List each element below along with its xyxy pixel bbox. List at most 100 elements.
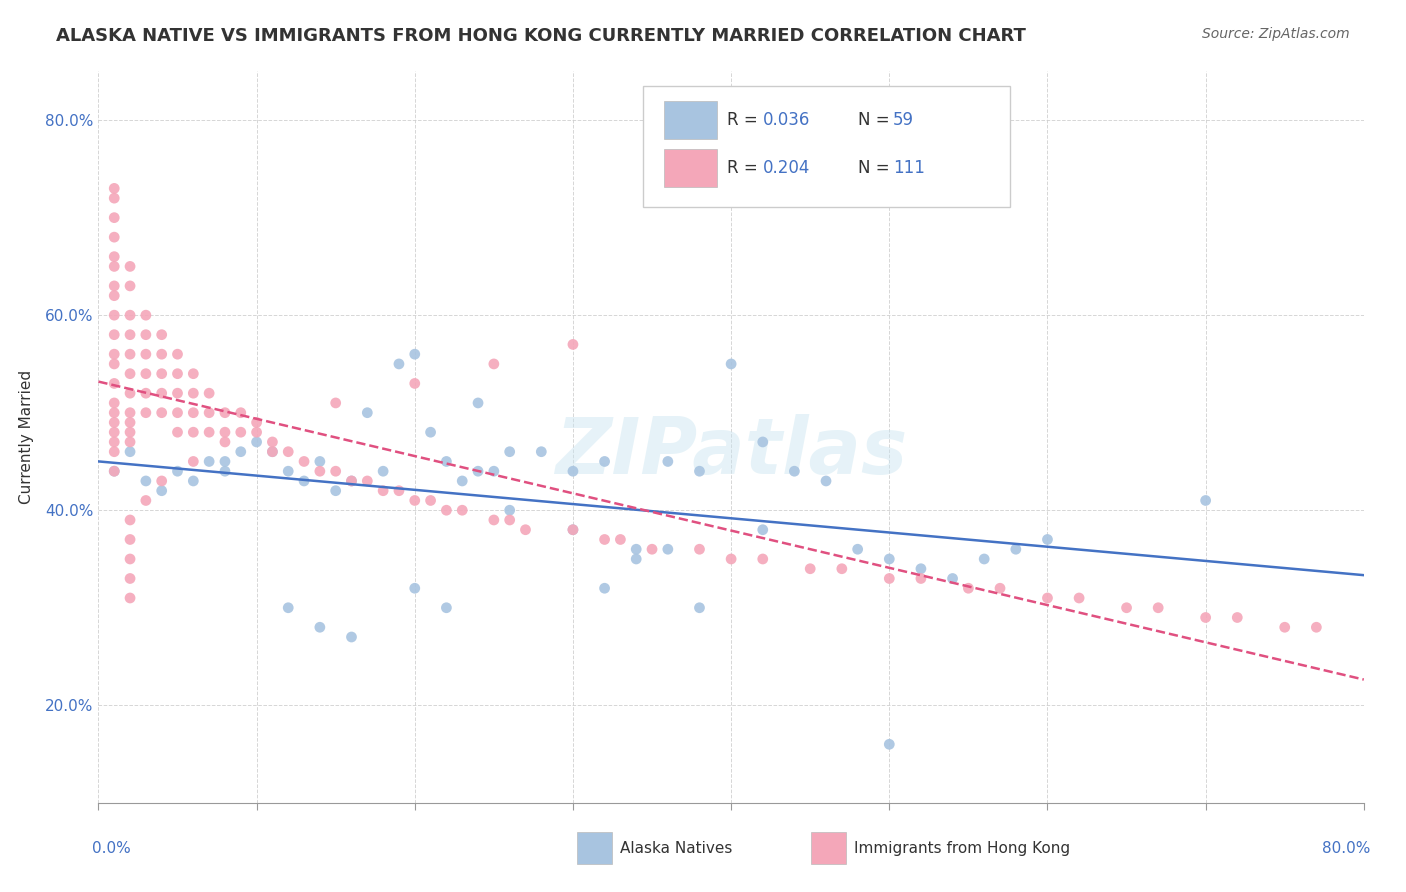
Point [103,406,125,420]
Point [436,600,458,615]
Point [515,523,537,537]
Point [325,483,347,498]
FancyBboxPatch shape [664,149,717,187]
Text: ZIPatlas: ZIPatlas [555,414,907,490]
Text: 0.036: 0.036 [762,112,810,129]
Point [751,523,773,537]
Point [942,572,965,586]
Point [877,572,900,586]
Point [166,367,188,381]
Point [530,444,553,458]
Point [751,434,773,449]
Point [846,542,869,557]
Point [150,406,173,420]
Point [103,308,125,322]
Point [388,357,411,371]
Point [1067,591,1090,605]
Point [356,474,378,488]
FancyBboxPatch shape [576,832,612,864]
Point [166,386,188,401]
Point [229,444,252,458]
Point [103,434,125,449]
Point [356,406,378,420]
Point [183,367,205,381]
Point [135,327,157,342]
Point [340,630,363,644]
Point [609,533,631,547]
Text: 80.0%: 80.0% [1322,840,1369,855]
Point [561,523,585,537]
Point [214,425,236,440]
Point [262,444,284,458]
Point [214,434,236,449]
Point [214,406,236,420]
Point [688,600,710,615]
Point [1194,610,1216,624]
Point [292,474,315,488]
Point [404,376,426,391]
Point [371,483,394,498]
Text: N =: N = [858,159,894,177]
Point [593,581,616,595]
Point [229,425,252,440]
Point [135,308,157,322]
Point [309,620,332,634]
Point [277,444,299,458]
Point [183,474,205,488]
Point [103,425,125,440]
Point [877,737,900,751]
Point [135,474,157,488]
Point [135,406,157,420]
Point [277,464,299,478]
Point [657,542,679,557]
Text: Source: ZipAtlas.com: Source: ZipAtlas.com [1202,27,1350,41]
Point [1274,620,1296,634]
Point [150,347,173,361]
Point [198,454,221,468]
Point [467,464,489,478]
Point [103,464,125,478]
Point [198,406,221,420]
Point [103,279,125,293]
Text: 59: 59 [893,112,914,129]
Point [467,396,489,410]
Point [229,406,252,420]
Point [877,552,900,566]
Point [1036,591,1059,605]
Point [103,327,125,342]
Point [1147,600,1170,615]
Point [103,230,125,244]
Point [1115,600,1137,615]
Point [103,396,125,410]
Point [371,464,394,478]
Text: R =: R = [727,112,763,129]
Point [120,572,141,586]
Point [120,308,141,322]
Point [103,357,125,371]
Point [183,425,205,440]
Point [1194,493,1216,508]
Point [135,367,157,381]
Point [166,406,188,420]
Point [103,250,125,264]
Point [292,454,315,468]
Point [103,464,125,478]
Y-axis label: Currently Married: Currently Married [18,370,34,504]
Point [262,434,284,449]
Point [120,416,141,430]
Point [120,552,141,566]
Point [135,347,157,361]
Point [309,454,332,468]
Point [214,454,236,468]
Point [419,493,441,508]
Point [593,454,616,468]
Text: N =: N = [858,112,894,129]
Point [419,425,441,440]
Point [325,396,347,410]
Point [103,444,125,458]
Point [198,386,221,401]
Point [183,454,205,468]
Point [593,533,616,547]
Point [309,464,332,478]
Point [103,191,125,205]
